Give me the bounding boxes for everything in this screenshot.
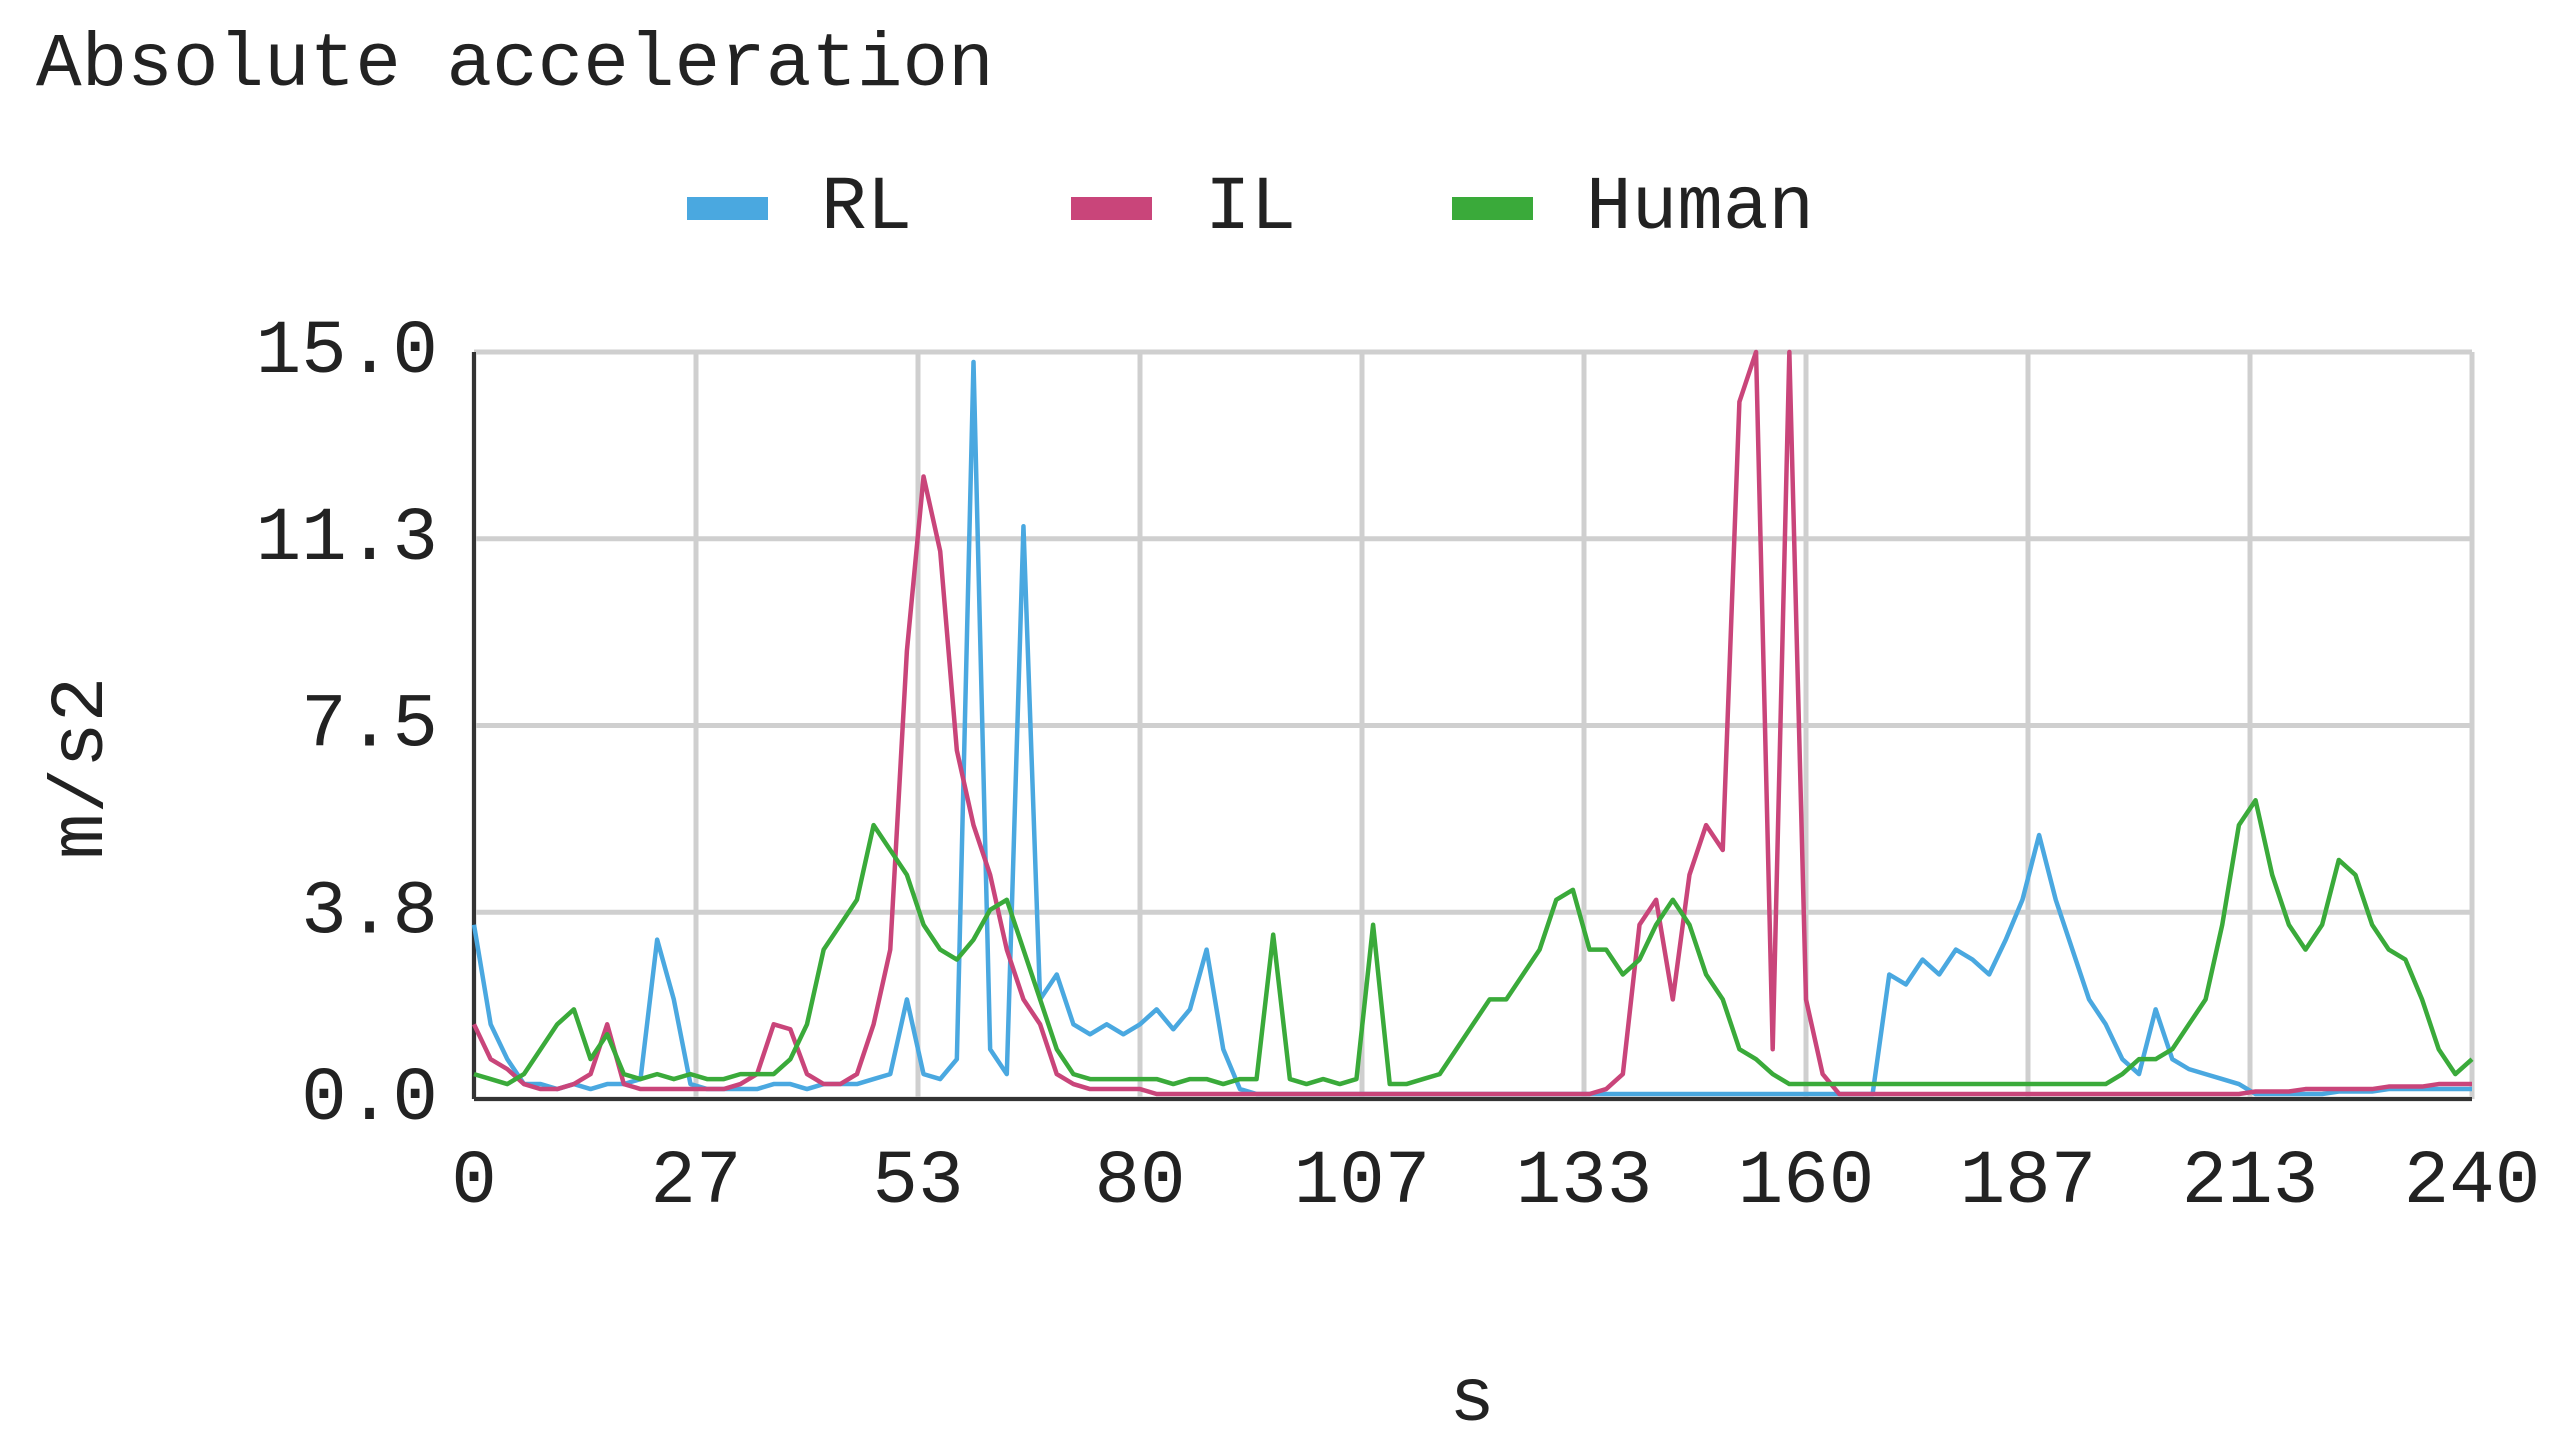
x-tick-label: 160 [1738, 1139, 1875, 1225]
series-line [471, 349, 2472, 1097]
x-tick-label: 27 [650, 1139, 741, 1225]
legend-label: Human [1586, 165, 1814, 251]
legend-swatch [1452, 197, 1533, 220]
y-tick-label: 3.8 [301, 869, 438, 955]
legend-label: RL [821, 165, 912, 251]
x-tick-label: 213 [2182, 1139, 2319, 1225]
legend-swatch [687, 197, 768, 220]
series-line [473, 797, 2474, 1087]
x-tick-label: 0 [451, 1139, 497, 1225]
y-tick-label: 0.0 [301, 1056, 438, 1142]
x-tick-label: 80 [1094, 1139, 1185, 1225]
y-axis-title: m/s2 [39, 677, 125, 859]
x-axis-title: s [1449, 1357, 1495, 1443]
legend-swatch [1071, 197, 1152, 220]
x-tick-label: 187 [1960, 1139, 2097, 1225]
y-tick-label: 7.5 [301, 683, 438, 769]
y-tick-label: 15.0 [256, 309, 438, 395]
chart-title: Absolute acceleration [36, 22, 994, 108]
x-tick-label: 53 [872, 1139, 963, 1225]
x-tick-label: 107 [1294, 1139, 1431, 1225]
y-tick-label: 11.3 [256, 496, 438, 582]
x-tick-label: 133 [1516, 1139, 1653, 1225]
x-tick-label: 240 [2404, 1139, 2541, 1225]
legend-label: IL [1205, 165, 1296, 251]
